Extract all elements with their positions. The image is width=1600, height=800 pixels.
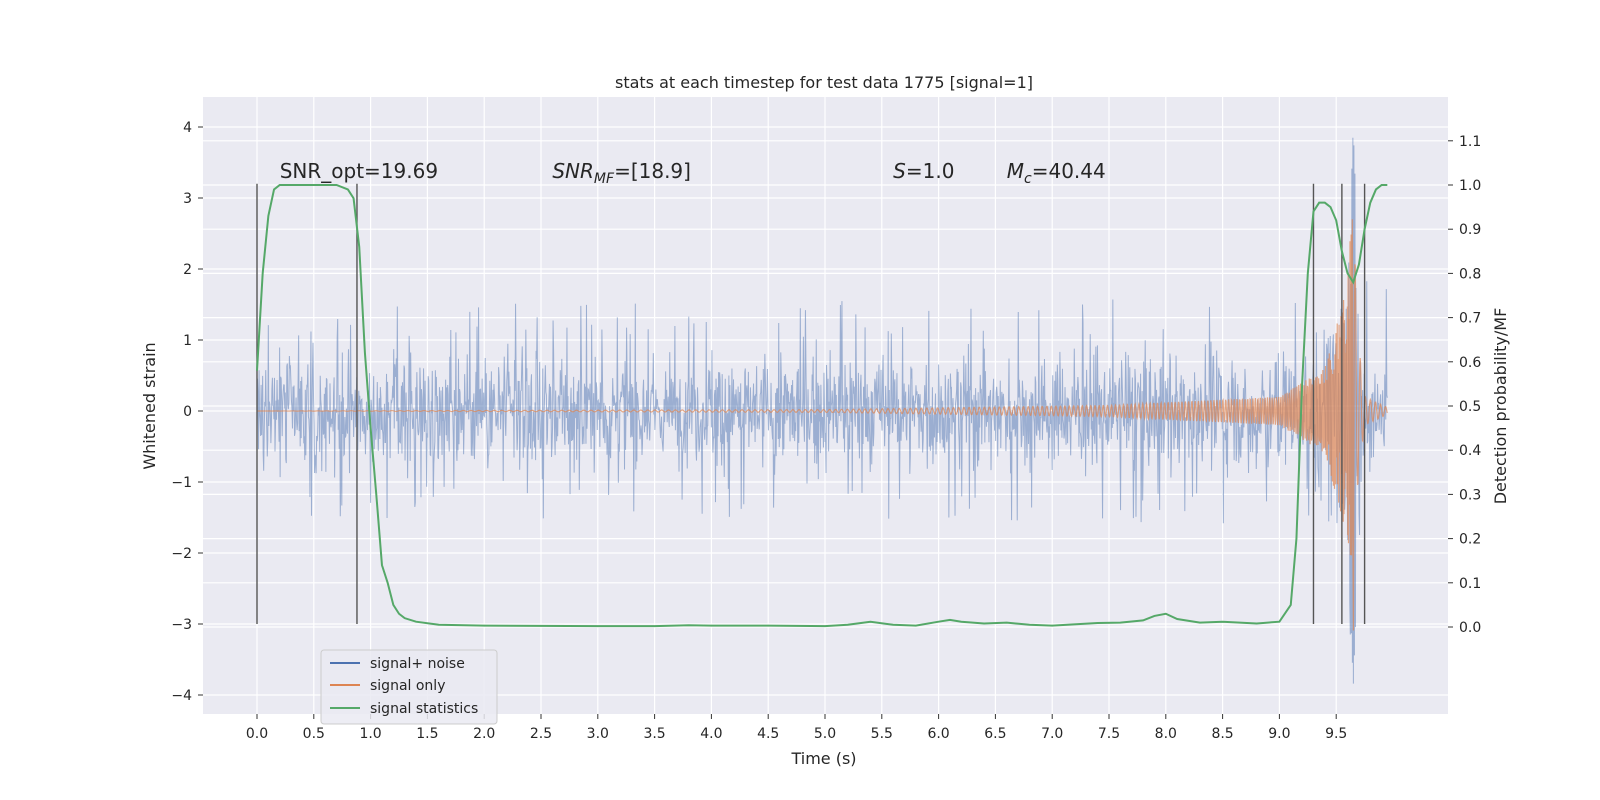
y-left-tick-label: −3 [171, 617, 192, 633]
y-right-tick-label: 0.6 [1459, 355, 1481, 371]
stats-line [256, 184, 1388, 628]
y-left-tick-label: −2 [171, 546, 192, 562]
x-tick-label: 4.0 [700, 726, 722, 742]
y-right-tick-label: 0.5 [1459, 399, 1481, 415]
annotation-value: =[18.9] [614, 159, 691, 183]
annotation-value: =40.44 [1032, 159, 1106, 183]
y-left-tick-label: 2 [183, 262, 192, 278]
y-left-axis-ticks: 4 3 2 1 0 −1 −2 −3 −4 [171, 120, 203, 704]
y-right-tick-label: 0.3 [1459, 487, 1481, 503]
annotation: Mc=40.44 [1007, 159, 1106, 187]
noise-series [256, 137, 1388, 684]
x-tick-label: 0.5 [303, 726, 325, 742]
y-right-tick-label: 1.0 [1459, 178, 1481, 194]
x-tick-label: 3.0 [587, 726, 609, 742]
annotation-subscript: MF [594, 171, 615, 187]
x-tick-label: 7.0 [1041, 726, 1063, 742]
annotation-subscript: c [1024, 171, 1032, 187]
x-tick-label: 2.0 [473, 726, 495, 742]
stats-series [256, 184, 1388, 628]
y-right-tick-label: 0.4 [1459, 443, 1481, 459]
x-tick-label: 8.0 [1155, 726, 1177, 742]
y-right-tick-label: 0.7 [1459, 311, 1481, 327]
signal-series [257, 219, 1388, 631]
x-tick-label: 7.5 [1098, 726, 1120, 742]
x-tick-label: 6.5 [984, 726, 1006, 742]
y-right-axis-ticks: 1.1 1.0 0.9 0.8 0.7 0.6 0.5 0.4 0.3 0.2 0.1 0.0 [1448, 134, 1481, 636]
legend-box [320, 649, 498, 725]
y-right-axis-label: Detection probability/MF [1491, 308, 1510, 505]
vertical-lines [256, 183, 1366, 624]
x-tick-label: 0.0 [246, 726, 268, 742]
y-left-tick-label: 3 [183, 191, 192, 207]
x-tick-label: 1.5 [416, 726, 438, 742]
x-tick-label: 3.5 [643, 726, 665, 742]
x-tick-label: 2.5 [530, 726, 552, 742]
y-left-tick-label: 1 [183, 333, 192, 349]
y-left-tick-label: 4 [183, 120, 192, 136]
annotation-value: =1.0 [906, 159, 955, 183]
y-left-axis-label: Whitened strain [140, 342, 159, 469]
x-axis-label: Time (s) [790, 749, 856, 768]
y-left-tick-label: −4 [171, 688, 192, 704]
y-left-tick-label: −1 [171, 475, 192, 491]
annotations: SNR_opt=19.69 SNRMF=[18.9] S=1.0 Mc=40.44 [280, 159, 1106, 187]
y-right-tick-label: 0.9 [1459, 222, 1481, 238]
annotation-symbol: M [1007, 159, 1024, 183]
legend-label-stats: signal statistics [370, 701, 478, 717]
y-right-tick-label: 0.0 [1459, 620, 1481, 636]
x-tick-label: 1.0 [359, 726, 381, 742]
noise-line [256, 137, 1388, 684]
y-right-tick-label: 0.1 [1459, 576, 1481, 592]
chart-title: stats at each timestep for test data 177… [615, 73, 1033, 92]
annotation: SNRMF=[18.9] [552, 159, 691, 187]
x-tick-label: 9.0 [1268, 726, 1290, 742]
legend: signal+ noise signal only signal statist… [320, 649, 498, 725]
x-tick-label: 5.0 [814, 726, 836, 742]
annotation-symbol: S [893, 159, 906, 183]
y-right-tick-label: 0.8 [1459, 266, 1481, 282]
x-tick-label: 8.5 [1211, 726, 1233, 742]
x-axis-ticks: 0.0 0.5 1.0 1.5 2.0 2.5 3.0 3.5 4.0 4.5 5.0 5.5 6.0 6… [246, 714, 1347, 742]
y-right-tick-label: 0.2 [1459, 532, 1481, 548]
x-tick-label: 6.0 [927, 726, 949, 742]
x-tick-label: 9.5 [1325, 726, 1347, 742]
signal-line [257, 219, 1388, 631]
y-right-tick-label: 1.1 [1459, 134, 1481, 150]
legend-label-noise: signal+ noise [370, 656, 465, 672]
annotation-symbol: SNR [552, 159, 594, 183]
annotation: SNR_opt=19.69 [280, 159, 438, 183]
legend-label-signal: signal only [370, 678, 445, 694]
x-tick-label: 5.5 [871, 726, 893, 742]
x-tick-label: 4.5 [757, 726, 779, 742]
y-left-tick-label: 0 [183, 404, 192, 420]
annotation: S=1.0 [893, 159, 954, 183]
